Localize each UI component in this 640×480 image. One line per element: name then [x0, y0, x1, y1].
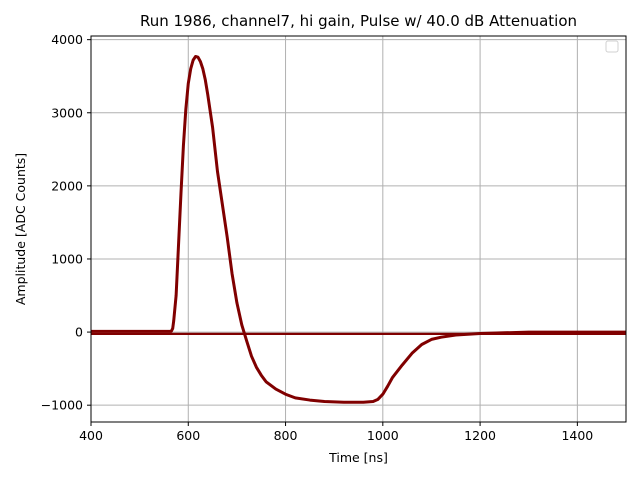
x-tick-label: 600: [176, 428, 200, 443]
y-tick-label: 2000: [51, 178, 83, 193]
y-tick-label: 4000: [51, 32, 83, 47]
x-tick-label: 400: [79, 428, 103, 443]
axes-frame: [90, 35, 627, 423]
x-tick-label: 800: [274, 428, 298, 443]
y-axis-label: Amplitude [ADC Counts]: [13, 153, 28, 305]
grid-lines: [90, 36, 626, 422]
series-layer: [91, 54, 626, 404]
y-axis-ticks: −1000 0 1000 2000 3000 4000: [41, 32, 91, 413]
x-axis-ticks: 400 600 800 1000 1200 1400: [79, 422, 593, 443]
x-tick-label: 1200: [464, 428, 496, 443]
y-tick-label: 3000: [51, 105, 83, 120]
x-axis-label: Time [ns]: [328, 450, 388, 465]
x-tick-label: 1400: [561, 428, 593, 443]
series-line-1: [91, 54, 626, 404]
x-tick-label: 1000: [367, 428, 399, 443]
y-tick-label: 1000: [51, 251, 83, 266]
legend-box: [605, 40, 619, 53]
y-tick-label: 0: [75, 325, 83, 340]
chart-title: Run 1986, channel7, hi gain, Pulse w/ 40…: [140, 12, 577, 30]
y-tick-label: −1000: [41, 398, 83, 413]
